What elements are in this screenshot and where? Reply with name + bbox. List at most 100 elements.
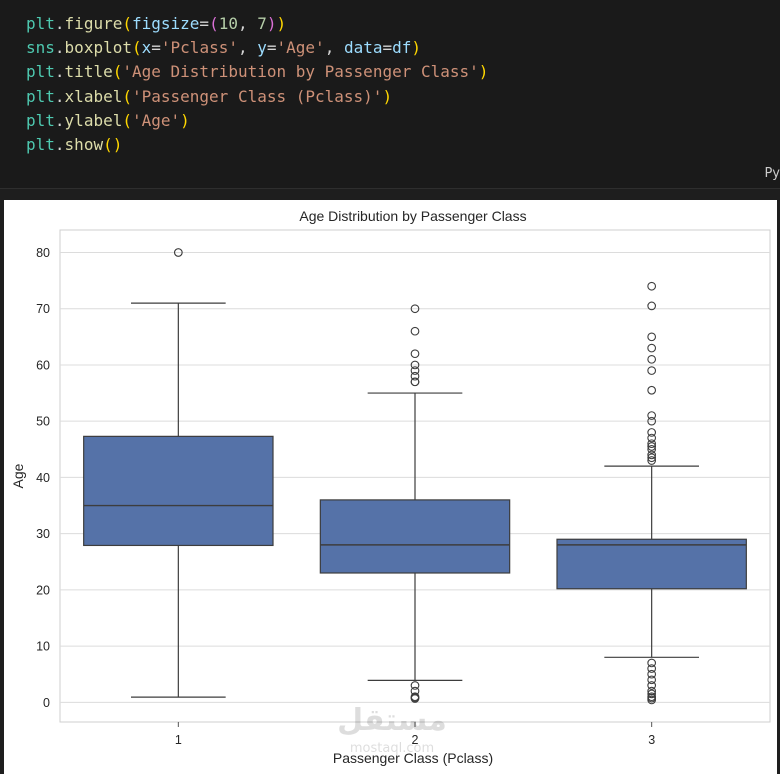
outlier-point: [410, 692, 420, 702]
y-tick-label: 80: [36, 246, 50, 260]
outlier-point: [647, 453, 657, 463]
code-token: (: [122, 86, 132, 106]
code-token: ): [112, 134, 123, 154]
code-token: .: [54, 38, 65, 58]
outlier-point: [647, 301, 657, 311]
outlier-point: [647, 450, 657, 460]
y-tick-label: 60: [36, 358, 50, 372]
outlier-point: [647, 416, 657, 426]
code-token: plt: [26, 62, 55, 82]
outlier-point: [647, 343, 657, 353]
iqr-box: [556, 538, 747, 590]
box-group-class-1: [83, 248, 274, 698]
code-token: figsize: [131, 14, 200, 33]
y-tick-label: 40: [36, 471, 50, 485]
code-token: 'Age': [276, 38, 325, 58]
code-token: .: [54, 110, 65, 130]
code-token: (: [122, 110, 132, 130]
y-axis-label: Age: [10, 463, 26, 488]
code-token: 'Age Distribution by Passenger Class': [122, 62, 479, 82]
code-token: 7: [257, 14, 267, 33]
outlier-point: [647, 444, 657, 454]
watermark-logo: مستقل mostaql.com: [337, 703, 447, 756]
box-group-class-3: [556, 281, 747, 705]
outlier-point: [647, 442, 657, 451]
outlier-point: [410, 366, 420, 375]
code-token: plt: [26, 110, 55, 130]
outlier-point: [647, 332, 657, 342]
code-token: =: [382, 38, 393, 58]
code-token: xlabel: [64, 86, 123, 106]
outlier-point: [647, 689, 657, 699]
outlier-point: [647, 675, 657, 685]
code-token: plt: [26, 86, 55, 106]
outlier-point: [173, 248, 183, 257]
code-token: ): [411, 38, 422, 58]
outlier-point: [647, 664, 657, 673]
code-token: x: [141, 38, 152, 58]
outlier-point: [647, 681, 657, 690]
outlier-point: [410, 377, 420, 387]
outlier-point: [647, 281, 657, 291]
code-token: 10: [218, 14, 238, 33]
watermark-latin: mostaql.com: [350, 741, 434, 756]
outlier-point: [647, 686, 657, 696]
tick-labels: 0 10 20 30 40 50 60 70 80 1 2 3: [36, 246, 655, 747]
x-tick-label: 2: [412, 733, 419, 747]
outlier-point: [647, 411, 657, 420]
code-token: =: [199, 14, 210, 33]
code-token: sns: [26, 38, 55, 58]
code-token: figure: [64, 14, 123, 33]
code-token: (: [122, 14, 132, 33]
boxplot-chart: 0 10 20 30 40 50 60 70 80 1 2 3 Age Distribution by…: [10, 208, 771, 766]
code-line: sns.boxplot(x='Pclass', y='Age', data=df…: [26, 36, 488, 60]
code-token: =: [266, 38, 277, 58]
chart-title: Age Distribution by Passenger Class: [299, 208, 526, 224]
x-axis-label: Passenger Class (Pclass): [333, 750, 493, 766]
code-token: (: [103, 134, 113, 154]
code-token: ,: [237, 38, 258, 58]
box-group-class-2: [319, 304, 511, 703]
y-tick-label: 0: [43, 696, 50, 710]
outlier-point: [647, 439, 657, 449]
code-line: plt.ylabel('Age'): [26, 109, 488, 133]
output-cell: 0 10 20 30 40 50 60 70 80 1 2 3 Age Distribution by…: [4, 200, 777, 774]
code-token: .: [54, 86, 65, 106]
outlier-point: [410, 326, 420, 336]
code-token: ,: [237, 14, 258, 33]
code-token: .: [54, 134, 65, 154]
code-token: ): [276, 14, 287, 33]
outlier-point: [647, 428, 657, 437]
code-token: plt: [26, 14, 55, 33]
iqr-box: [319, 499, 511, 574]
code-token: 'Passenger Class (Pclass)': [131, 86, 383, 106]
code-token: ): [382, 86, 393, 106]
code-line: plt.show(): [26, 133, 488, 157]
code-token: ): [266, 14, 277, 33]
watermark-arabic: مستقل: [337, 703, 447, 738]
code-token: =: [151, 38, 161, 58]
code-line: plt.xlabel('Passenger Class (Pclass)'): [26, 85, 488, 109]
y-tick-label: 20: [36, 583, 50, 597]
code-token: 'Pclass': [160, 38, 238, 58]
outlier-point: [410, 349, 420, 359]
code-token: data: [343, 38, 383, 58]
outlier-point: [647, 456, 657, 465]
code-line: plt.figure(figsize=(10, 7)): [26, 12, 488, 36]
code-token: .: [54, 62, 65, 82]
code-token: (: [112, 62, 123, 82]
outlier-point: [647, 354, 657, 364]
code-token: title: [64, 62, 113, 82]
code-token: y: [257, 38, 267, 58]
code-token: 'Age': [131, 110, 181, 130]
code-token: ): [478, 62, 489, 82]
outlier-point: [410, 681, 420, 690]
code-editor[interactable]: plt.figure(figsize=(10, 7)) sns.boxplot(x…: [26, 12, 488, 157]
code-token: df: [392, 38, 412, 58]
code-cell[interactable]: plt.figure(figsize=(10, 7)) sns.boxplot(x…: [0, 0, 780, 189]
x-tick-label: 1: [175, 733, 182, 747]
y-tick-label: 10: [36, 640, 50, 654]
iqr-box: [83, 435, 274, 547]
code-token: ): [180, 110, 190, 130]
code-token: boxplot: [64, 38, 132, 58]
